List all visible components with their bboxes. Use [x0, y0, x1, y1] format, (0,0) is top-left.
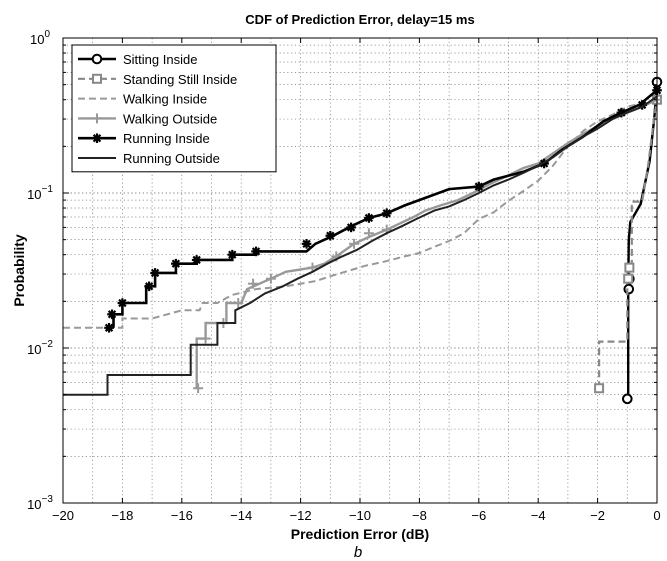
series-point-running-inside [171, 258, 181, 269]
series-line-running-outside [63, 95, 658, 396]
series-point-running-inside-part [617, 108, 626, 117]
legend-marker-running-inside [92, 133, 102, 143]
legend-marker-sitting-inside [91, 53, 103, 65]
series-point-walking-outside [363, 228, 374, 239]
series-point-walking-outside [200, 333, 211, 344]
series-point-running-inside-part [302, 239, 311, 249]
legend-label-standing-still-inside: Standing Still Inside [123, 72, 237, 87]
series-point-walking-outside [193, 383, 204, 394]
series-point-running-inside-part [382, 209, 391, 218]
legend-label-walking-outside: Walking Outside [123, 111, 217, 126]
x-tick-label: −20 [52, 508, 74, 523]
series-point-running-inside-part [171, 259, 181, 268]
series-point-running-inside [150, 268, 160, 278]
x-tick-label: −18 [111, 508, 133, 523]
series-point-standing-still-inside [623, 273, 634, 284]
series-point-running-inside [191, 255, 202, 265]
series-point-running-inside-part [474, 182, 483, 191]
y-tick-label: 10−2 [27, 339, 53, 357]
series-point-walking-outside [349, 238, 360, 249]
series-point-running-inside [227, 249, 238, 260]
series-point-running-inside [251, 246, 261, 257]
x-tick-label: 0 [653, 508, 660, 523]
series-point-running-inside [104, 322, 114, 333]
series-point-running-inside [381, 208, 392, 219]
series-point-sitting-inside-part [623, 283, 635, 295]
series-point-walking-outside [248, 278, 259, 289]
series-point-standing-still-inside [594, 383, 605, 394]
series-point-running-inside-part [104, 323, 114, 332]
series-point-sitting-inside-part [622, 393, 633, 405]
y-tick-label: 100 [30, 29, 50, 47]
legend-marker-standing-still-inside-part [92, 73, 102, 84]
x-tick-label: −10 [349, 508, 371, 523]
series-point-standing-still-inside [624, 262, 635, 273]
y-tick-label: 10−1 [27, 184, 53, 202]
legend-marker-running-inside-part [92, 134, 102, 143]
series-point-running-inside-part [150, 268, 160, 278]
series-point-standing-still-inside-part [624, 262, 635, 273]
x-tick-label: −14 [230, 508, 252, 523]
series-point-walking-outside [233, 298, 244, 309]
series-running-inside [104, 85, 662, 333]
legend-label-sitting-inside: Sitting Inside [123, 52, 197, 67]
legend-label-running-inside: Running Inside [123, 131, 210, 146]
series-running-outside [63, 95, 658, 396]
series-point-running-inside-part [192, 255, 201, 265]
series-point-running-inside [325, 230, 336, 241]
series-point-walking-outside [265, 273, 276, 284]
legend-marker-sitting-inside-part [91, 53, 103, 65]
x-tick-label: −2 [590, 508, 605, 523]
series-point-running-inside-part [326, 231, 335, 240]
series-point-sitting-inside [623, 283, 635, 295]
series-point-running-inside-part [346, 223, 356, 232]
chart-title: CDF of Prediction Error, delay=15 ms [245, 12, 474, 27]
series-point-running-inside [107, 309, 117, 320]
y-tick-label: 10−3 [27, 494, 53, 512]
legend-label-walking-inside: Walking Inside [123, 92, 207, 107]
series-layer [63, 76, 663, 405]
series-point-running-inside [117, 298, 128, 308]
series-point-running-inside-part [144, 282, 154, 291]
y-axis-label: Probability [11, 234, 27, 307]
series-point-standing-still-inside-part [623, 273, 634, 284]
legend-marker-walking-outside [92, 113, 102, 124]
series-line-standing-still-inside [597, 99, 659, 389]
axis-ticks: −20 −18 −16 −14 −12 −10 −8 −6 −4 −2 010−310−210−11… [27, 29, 661, 523]
legend: Sitting Inside Standing Still Inside Walki… [71, 44, 277, 173]
grid-lines [62, 37, 658, 504]
x-tick-label: −4 [531, 508, 546, 523]
series-point-running-inside-part [107, 310, 117, 319]
series-point-running-inside [144, 281, 154, 292]
series-point-standing-still-inside-part [594, 383, 605, 394]
x-tick-label: −12 [290, 508, 312, 523]
legend-box [71, 44, 277, 173]
legend-marker-standing-still-inside [92, 73, 102, 84]
x-axis-label: Prediction Error (dB) [291, 526, 429, 542]
series-point-running-inside-part [118, 298, 127, 308]
series-point-running-inside [474, 181, 484, 192]
series-point-running-inside [346, 222, 356, 233]
legend-label-running-outside: Running Outside [123, 151, 220, 166]
series-point-running-inside-part [228, 250, 237, 259]
series-point-running-inside [301, 239, 312, 249]
x-tick-label: −6 [471, 508, 486, 523]
figure-subtitle: b [354, 544, 362, 561]
x-tick-label: −16 [171, 508, 193, 523]
series-point-running-inside-part [364, 213, 374, 223]
x-tick-label: −8 [412, 508, 427, 523]
series-point-running-inside-part [251, 247, 261, 256]
series-point-sitting-inside [622, 393, 633, 405]
series-point-running-inside [364, 213, 374, 223]
